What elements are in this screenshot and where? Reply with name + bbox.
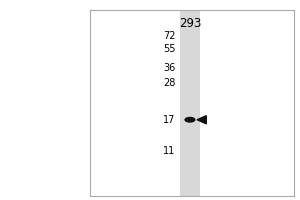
Text: 17: 17 <box>163 115 176 125</box>
Text: 72: 72 <box>163 31 176 41</box>
Text: 28: 28 <box>163 78 176 88</box>
Text: 36: 36 <box>164 63 176 73</box>
Polygon shape <box>197 116 206 124</box>
Text: 55: 55 <box>163 44 176 54</box>
Ellipse shape <box>184 117 196 123</box>
Bar <box>180 10 200 196</box>
Text: 11: 11 <box>164 146 176 156</box>
Text: 293: 293 <box>179 17 201 30</box>
